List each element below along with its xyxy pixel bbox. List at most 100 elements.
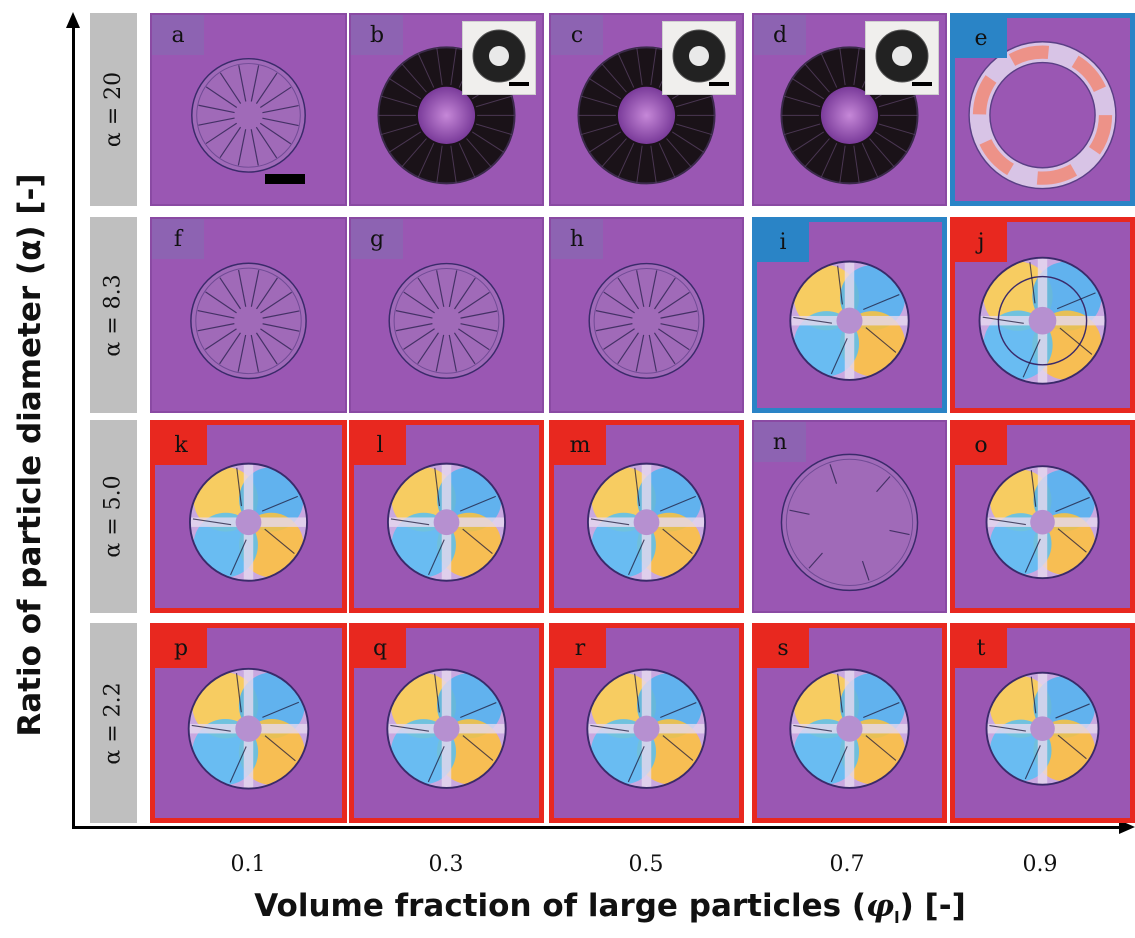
crack-line [255,332,278,365]
crack-line [262,323,300,332]
crack-line [204,328,237,351]
crack-line [403,291,435,314]
crack-line [417,143,435,178]
crack-line [791,131,825,153]
crack-line [436,270,445,307]
crack-line [853,47,860,86]
crack-line [1024,745,1041,780]
panel-letter: t [955,628,1007,668]
panel-n: n [752,420,947,613]
birefringence-pattern [790,261,909,380]
crack-line [229,539,247,576]
crack-line [830,746,848,783]
crack-line [238,65,247,102]
crack-line [820,143,838,178]
sample-image [588,262,705,379]
crack-line [837,265,843,305]
sample-outline [386,668,507,789]
sample-image [191,57,306,173]
birefringence-pattern [986,672,1099,785]
crack-line [458,328,490,351]
sample-outline [586,668,707,789]
crack-line [784,95,821,108]
crack-line [590,518,630,526]
sample-outline [388,262,505,379]
sample-image [188,462,309,582]
crack-line [264,528,295,555]
crack-line [1059,327,1093,355]
sample-image [789,668,910,789]
inset-scale-bar [709,82,729,86]
crack-line [648,270,658,307]
sample-outline [789,668,910,789]
birefringence-pattern [587,669,706,788]
row-label-text: α = 20 [101,71,126,148]
crack-line [436,145,443,183]
crack-line [427,746,445,783]
crack-line [804,63,830,93]
crack-line [666,138,692,168]
crack-line [660,702,697,719]
crack-line [636,47,643,86]
crack-line [878,95,915,108]
crack-line [192,518,232,526]
panel-letter: k [155,425,207,465]
sample-outline [190,262,307,380]
crack-line [601,63,627,93]
panel-o: o [950,420,1135,613]
crack-line [262,310,300,319]
x-tick-label: 0.3 [428,852,464,877]
crack-line [219,332,241,365]
panel-a: a [150,13,347,206]
crack-line [861,560,870,581]
crack-line [603,291,635,314]
sample-image [386,668,507,789]
x-axis-label-symbol: φ [866,888,895,924]
crack-line [675,95,712,108]
panel-p: p [150,623,347,823]
crack-line [460,310,498,319]
sample-outline [187,667,310,790]
crack-line [627,746,645,783]
scale-bar [265,174,305,184]
crack-line [260,291,293,314]
crack-line [588,78,622,100]
crack-line [617,332,639,364]
sample-outline [789,260,910,381]
y-axis-line [72,26,75,828]
panel-letter: m [554,425,606,465]
crack-line [595,323,633,332]
crack-line [1056,292,1096,310]
row-label: α = 2.2 [90,623,137,823]
crack-line [874,131,908,153]
crack-line [660,323,698,332]
crack-line [435,334,445,372]
crack-line [427,539,445,576]
panel-letter: e [955,18,1007,58]
crack-line [648,334,657,372]
crack-line [662,735,694,761]
crack-line [262,701,300,718]
crack-line [636,145,643,183]
crack-line [197,310,235,319]
crack-line [237,334,247,372]
panel-g: g [349,217,544,413]
panel-h: h [549,217,744,413]
panel-letter: l [354,425,406,465]
crack-line [861,143,879,178]
sample-outline [188,462,309,582]
birefringence-pattern [986,466,1099,579]
crack-line [660,310,698,319]
crack-line [250,269,260,307]
sample-image [968,41,1117,190]
birefringence-pattern [188,668,309,789]
panel-letter: q [354,628,406,668]
panel-m: m [549,420,744,613]
crack-line [205,291,237,314]
panel-c: c [549,13,744,206]
x-axis-label: Volume fraction of large particles (φl) … [90,888,1130,927]
crack-line [650,47,657,86]
panel-letter: c [551,15,603,55]
crack-line [475,95,512,108]
sample-outline [588,262,705,379]
